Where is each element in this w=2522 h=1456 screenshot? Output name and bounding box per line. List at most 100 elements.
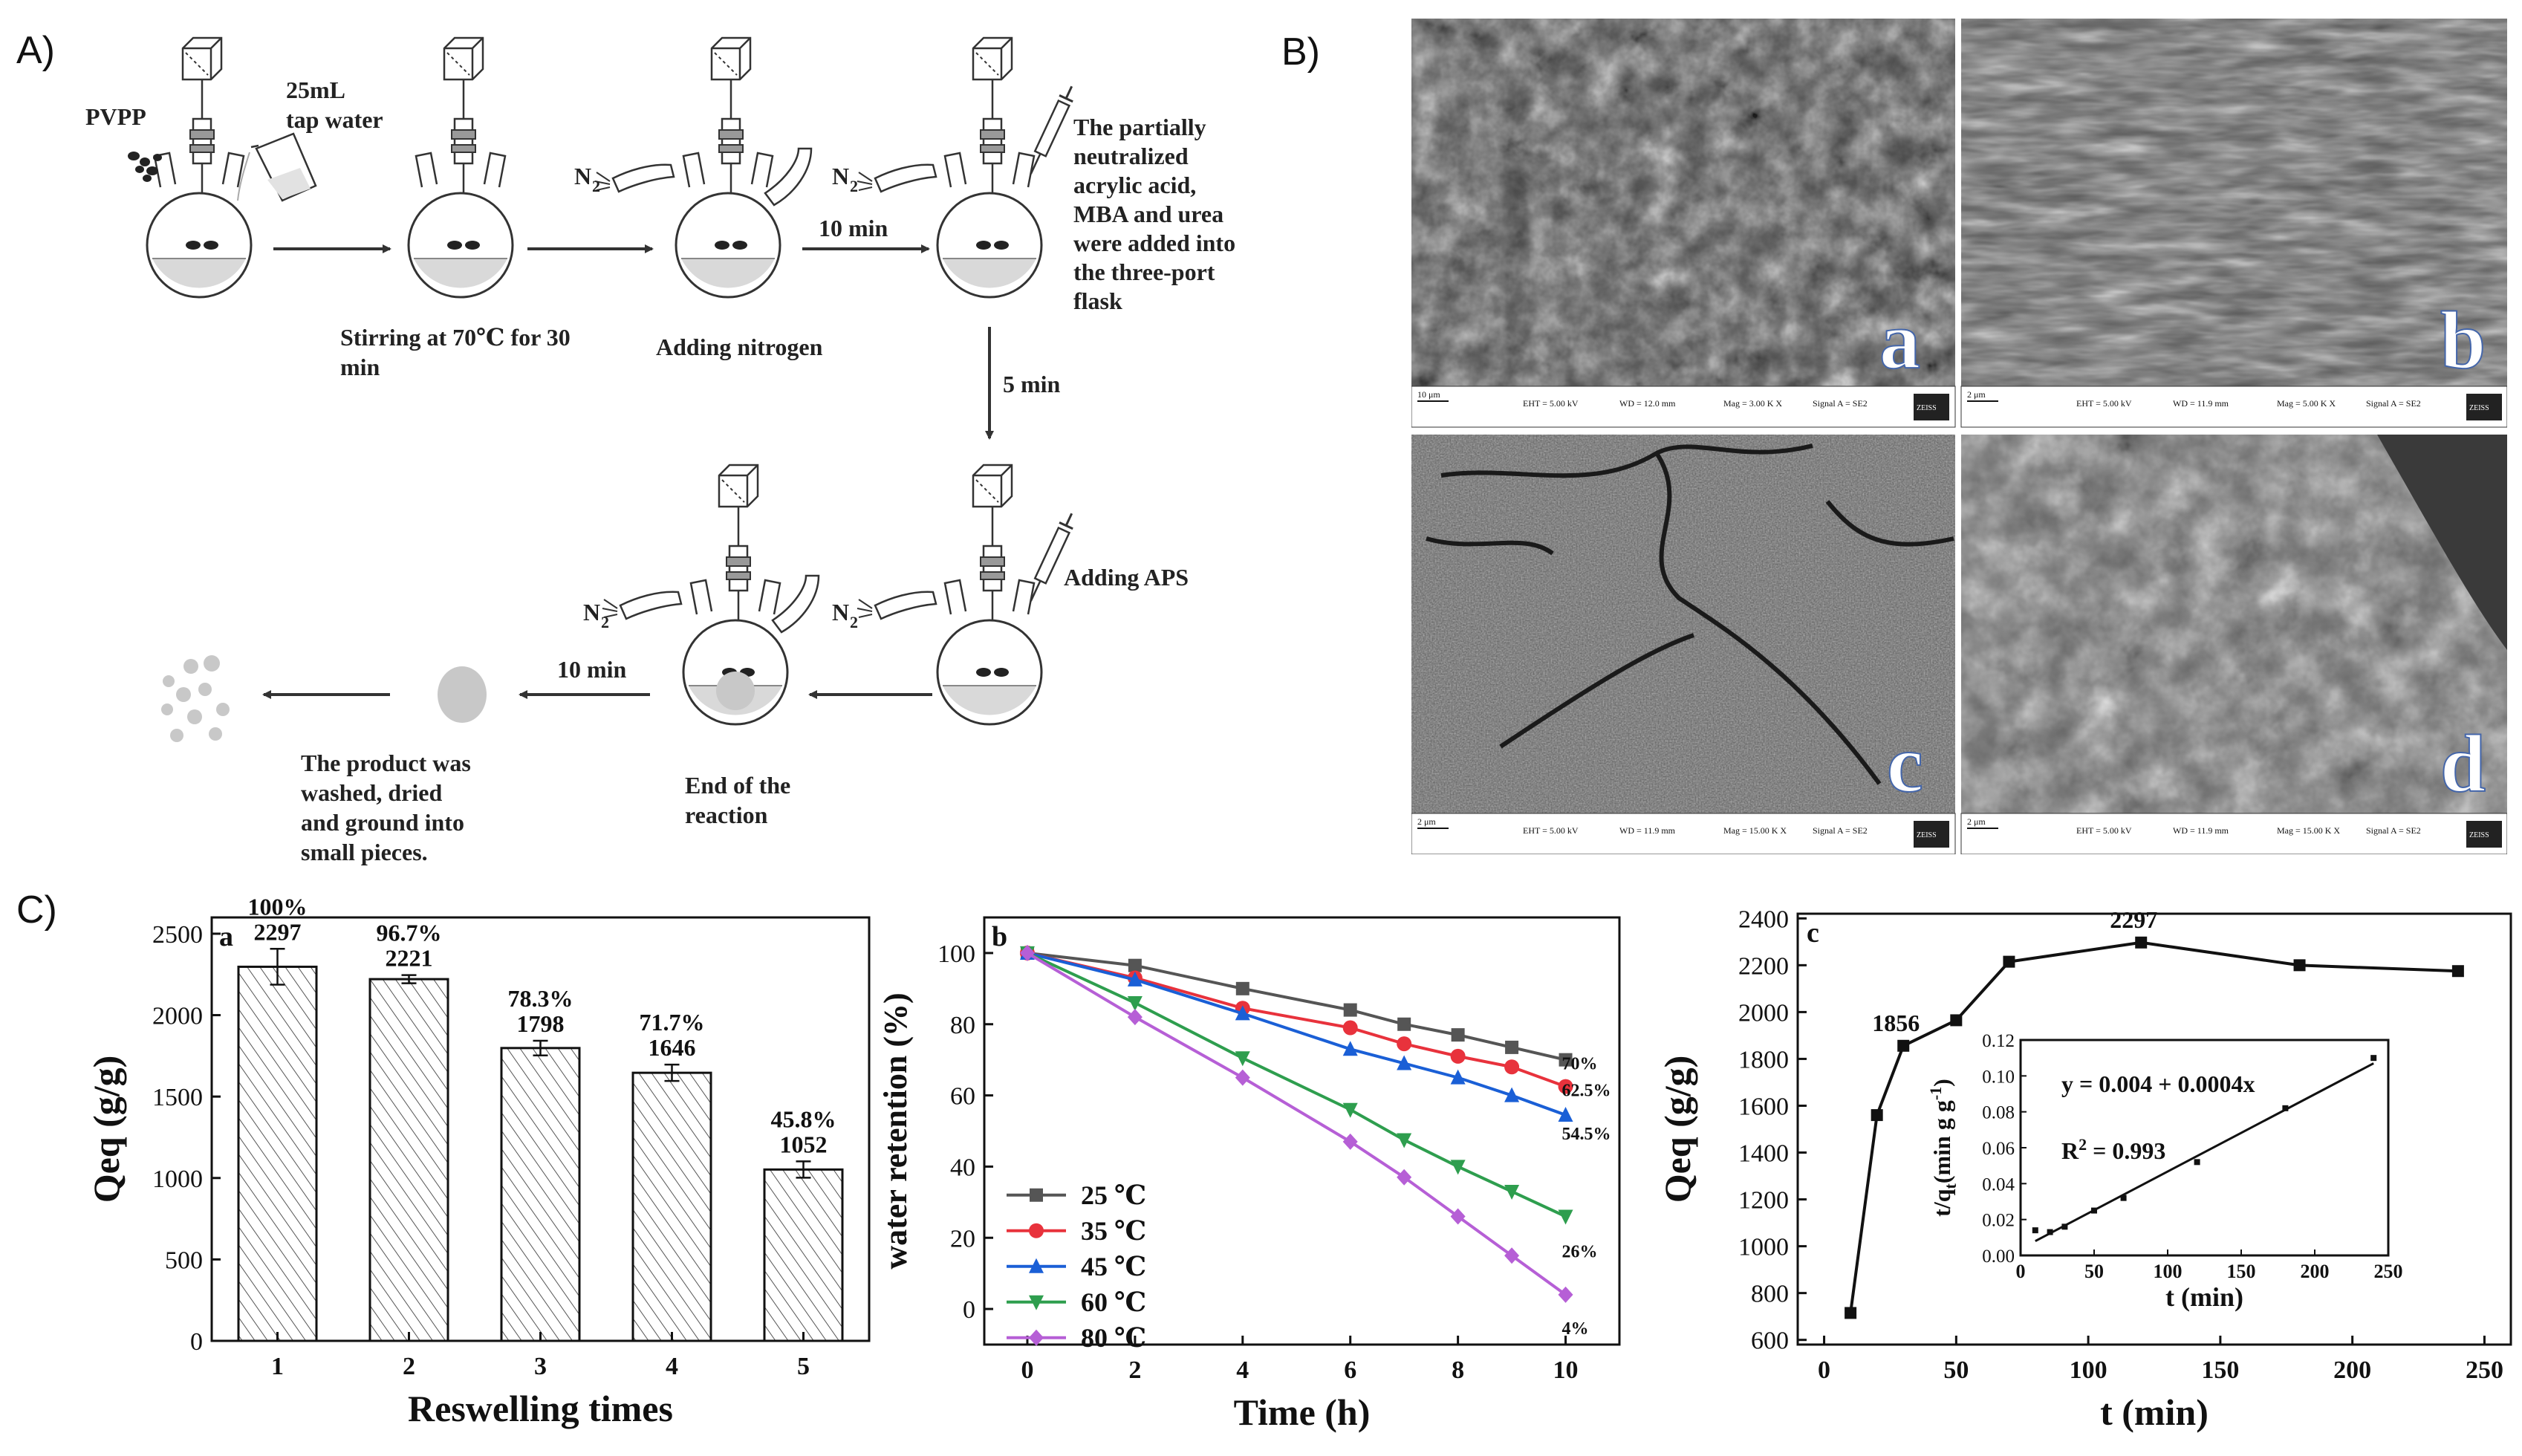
data-point — [2293, 959, 2306, 972]
series-line — [1027, 952, 1567, 1218]
water-label-2: tap water — [286, 106, 383, 133]
y-tick-label: 1000 — [1738, 1234, 1789, 1261]
percent-label: 100% — [248, 893, 308, 920]
inset-x-tick-label: 100 — [2154, 1261, 2183, 1282]
step5-label-1: End of the — [685, 772, 790, 799]
sem-scalebar: 2 μm — [1417, 816, 1436, 827]
flask-5 — [936, 464, 1043, 726]
inset-x-axis-label: t (min) — [2165, 1282, 2243, 1312]
sem-letter: a — [1879, 295, 1920, 386]
percent-label: 71.7% — [640, 1009, 705, 1036]
sem-wd: WD = 11.9 mm — [2173, 825, 2229, 836]
series-2 — [1019, 944, 1573, 1122]
sem-wd: WD = 11.9 mm — [1619, 825, 1676, 836]
y-tick-label: 80 — [950, 1012, 975, 1039]
sem-wd: WD = 11.9 mm — [2173, 398, 2229, 409]
inset-point — [2032, 1227, 2038, 1234]
bar — [631, 1071, 712, 1342]
flask-3 — [675, 36, 781, 299]
n2-inlet-icon — [856, 163, 937, 193]
data-point — [1127, 996, 1143, 1011]
sem-mag: Mag = 3.00 K X — [1723, 398, 1782, 409]
x-tick-label: 0 — [1021, 1356, 1033, 1384]
y-tick-label: 500 — [165, 1247, 203, 1274]
point-label: 2297 — [2110, 906, 2157, 933]
y-tick-label: 2500 — [152, 921, 203, 949]
end-value-label: 26% — [1562, 1243, 1598, 1262]
legend-label: 80 ℃ — [1081, 1323, 1146, 1353]
subplot-letter: a — [219, 921, 233, 952]
pvpp-particles-icon — [128, 152, 162, 182]
data-point — [1342, 1133, 1358, 1150]
syringe-icon — [1030, 85, 1074, 175]
x-tick-label: 0 — [1818, 1356, 1830, 1384]
value-label: 2221 — [386, 945, 433, 972]
data-point — [1397, 1017, 1411, 1031]
value-label: 1052 — [780, 1131, 828, 1157]
data-point — [1504, 1184, 1520, 1200]
sem-eht: EHT = 5.00 kV — [1523, 825, 1579, 836]
x-tick-label: 200 — [2333, 1356, 2371, 1384]
data-point — [1504, 1059, 1520, 1075]
y-tick-label: 600 — [1751, 1327, 1789, 1355]
step6-line: and ground into — [301, 809, 464, 836]
data-point — [2451, 965, 2464, 978]
sem-signal: Signal A = SE2 — [1813, 398, 1868, 409]
subplot-letter: c — [1807, 917, 1819, 949]
series-line — [1026, 952, 1567, 1296]
bar — [368, 978, 449, 1342]
step6-line: The product was — [301, 750, 471, 776]
inset-point — [2120, 1195, 2127, 1201]
y-tick-label: 1800 — [1738, 1046, 1789, 1073]
x-tick-label: 8 — [1452, 1356, 1464, 1384]
bar — [500, 1047, 581, 1342]
n2-inlet-icon — [594, 163, 675, 193]
data-point — [1342, 1020, 1358, 1036]
sem-mag: Mag = 5.00 K X — [2277, 398, 2336, 409]
sem-letter: b — [2440, 295, 2486, 386]
step2-label: Adding nitrogen — [656, 334, 823, 360]
data-point — [1450, 1160, 1466, 1175]
inset-y-tick-label: 0.12 — [1982, 1031, 2015, 1051]
n2-label: N — [832, 599, 849, 625]
flask-1 — [146, 36, 253, 299]
step1-label-2: min — [340, 354, 380, 380]
panel-label-a: A) — [16, 29, 55, 72]
step3-line: flask — [1073, 287, 1122, 314]
end-value-label: 54.5% — [1562, 1125, 1611, 1144]
y-tick-label: 2200 — [1738, 952, 1789, 980]
end-value-label: 70% — [1562, 1055, 1598, 1074]
legend-label: 60 ℃ — [1081, 1287, 1146, 1317]
n2-label: N — [574, 163, 591, 189]
fit-equation: y = 0.004 + 0.0004x — [2061, 1070, 2255, 1097]
inset-y-tick-label: 0.08 — [1982, 1103, 2015, 1123]
zeiss-logo: ZEISS — [1917, 831, 1937, 839]
x-tick-label: 1 — [271, 1353, 284, 1380]
step3-line: were added into — [1073, 230, 1235, 256]
ground-pieces-icon — [161, 655, 230, 742]
data-point — [1397, 1133, 1412, 1148]
zeiss-logo: ZEISS — [1917, 404, 1937, 412]
inset-frame — [2019, 1039, 2390, 1257]
data-point — [1558, 1209, 1573, 1225]
inset-x-tick-label: 150 — [2227, 1261, 2256, 1282]
x-tick-label: 6 — [1344, 1356, 1356, 1384]
percent-label: 96.7% — [377, 920, 442, 946]
y-tick-label: 1400 — [1738, 1140, 1789, 1168]
n2-label: N — [832, 163, 849, 189]
n2-subscript: 2 — [601, 613, 609, 631]
legend-label: 35 ℃ — [1081, 1216, 1146, 1246]
data-point — [1504, 1087, 1520, 1102]
data-point — [1127, 1009, 1143, 1026]
y-tick-label: 800 — [1751, 1281, 1789, 1308]
x-tick-label: 4 — [666, 1353, 678, 1380]
data-point — [1029, 1258, 1044, 1273]
sem-letter: d — [2440, 718, 2486, 809]
y-tick-label: 0 — [963, 1296, 975, 1324]
data-point — [1450, 1069, 1466, 1085]
n2-inlet-icon — [601, 591, 683, 620]
point-label: 1856 — [1872, 1010, 1920, 1036]
inset-y-axis-label: t/qt(min g g-1) — [1926, 1079, 1960, 1217]
series-line — [1027, 951, 1567, 1117]
